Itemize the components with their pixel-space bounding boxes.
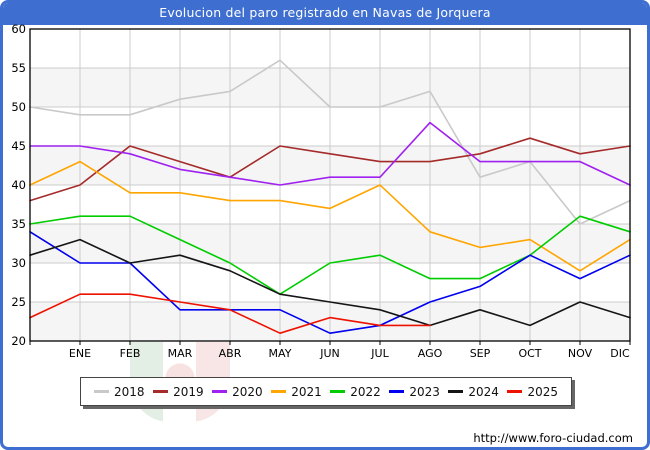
chart-title: Evolucion del paro registrado en Navas d… (159, 5, 491, 20)
y-tick-label: 25 (11, 295, 26, 309)
legend-item-2021: 2021 (271, 385, 322, 399)
x-tick-label-jul: JUL (370, 347, 389, 360)
legend-label-2021: 2021 (291, 384, 322, 399)
series-line-2019 (29, 137, 631, 202)
x-tick-label-may: MAY (269, 347, 292, 360)
legend-item-2024: 2024 (448, 385, 499, 399)
legend-label-2025: 2025 (527, 384, 558, 399)
chart-title-bar: Evolucion del paro registrado en Navas d… (3, 3, 647, 25)
x-tick-label-ene: ENE (69, 347, 91, 360)
legend-label-2020: 2020 (232, 384, 263, 399)
x-tick-label-oct: OCT (518, 347, 541, 360)
legend-swatch-2018 (94, 390, 109, 393)
legend-swatch-2025 (507, 390, 523, 393)
legend-label-2018: 2018 (114, 384, 145, 399)
legend-label-2023: 2023 (409, 384, 440, 399)
y-tick-label: 55 (11, 61, 26, 75)
legend-item-2022: 2022 (330, 385, 381, 399)
y-tick-label: 35 (11, 217, 26, 231)
series-line-2021 (29, 160, 631, 272)
legend-label-2024: 2024 (468, 384, 499, 399)
legend-swatch-2023 (389, 390, 405, 393)
x-tick-label-mar: MAR (168, 347, 193, 360)
legend-label-2022: 2022 (350, 384, 381, 399)
series-line-2020 (29, 121, 631, 186)
chart-legend: 2018 2019 2020 2021 2022 2023 2024 2025 (80, 377, 572, 406)
legend-label-2019: 2019 (173, 384, 204, 399)
legend-item-2019: 2019 (153, 385, 204, 399)
y-tick-label: 20 (11, 334, 26, 348)
legend-item-2018: 2018 (94, 385, 145, 399)
y-tick-label: 30 (11, 256, 26, 270)
y-tick-label: 50 (11, 100, 26, 114)
legend-swatch-2024 (448, 390, 464, 393)
y-tick-label: 40 (11, 178, 26, 192)
x-tick-label-nov: NOV (568, 347, 593, 360)
legend-swatch-2022 (330, 390, 346, 393)
x-tick-label-dic: DIC (610, 347, 630, 360)
x-tick-label-jun: JUN (319, 347, 340, 360)
footer-url[interactable]: http://www.foro-ciudad.com (473, 431, 633, 445)
legend-swatch-2020 (212, 390, 228, 393)
legend-item-2020: 2020 (212, 385, 263, 399)
y-tick-label: 60 (11, 22, 26, 36)
x-tick-label-sep: SEP (470, 347, 491, 360)
x-tick-label-feb: FEB (120, 347, 141, 360)
legend-swatch-2019 (153, 390, 169, 393)
legend-swatch-2021 (271, 390, 287, 393)
x-tick-label-abr: ABR (219, 347, 242, 360)
legend-item-2023: 2023 (389, 385, 440, 399)
y-tick-label: 45 (11, 139, 26, 153)
x-tick-label-ago: AGO (418, 347, 443, 360)
legend-item-2025: 2025 (507, 385, 558, 399)
series-line-2025 (29, 293, 431, 335)
series-line-2024 (29, 238, 631, 327)
